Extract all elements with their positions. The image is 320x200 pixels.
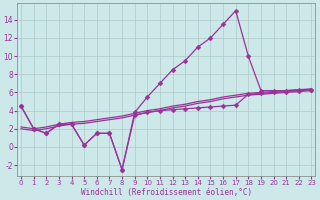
X-axis label: Windchill (Refroidissement éolien,°C): Windchill (Refroidissement éolien,°C): [81, 188, 252, 197]
